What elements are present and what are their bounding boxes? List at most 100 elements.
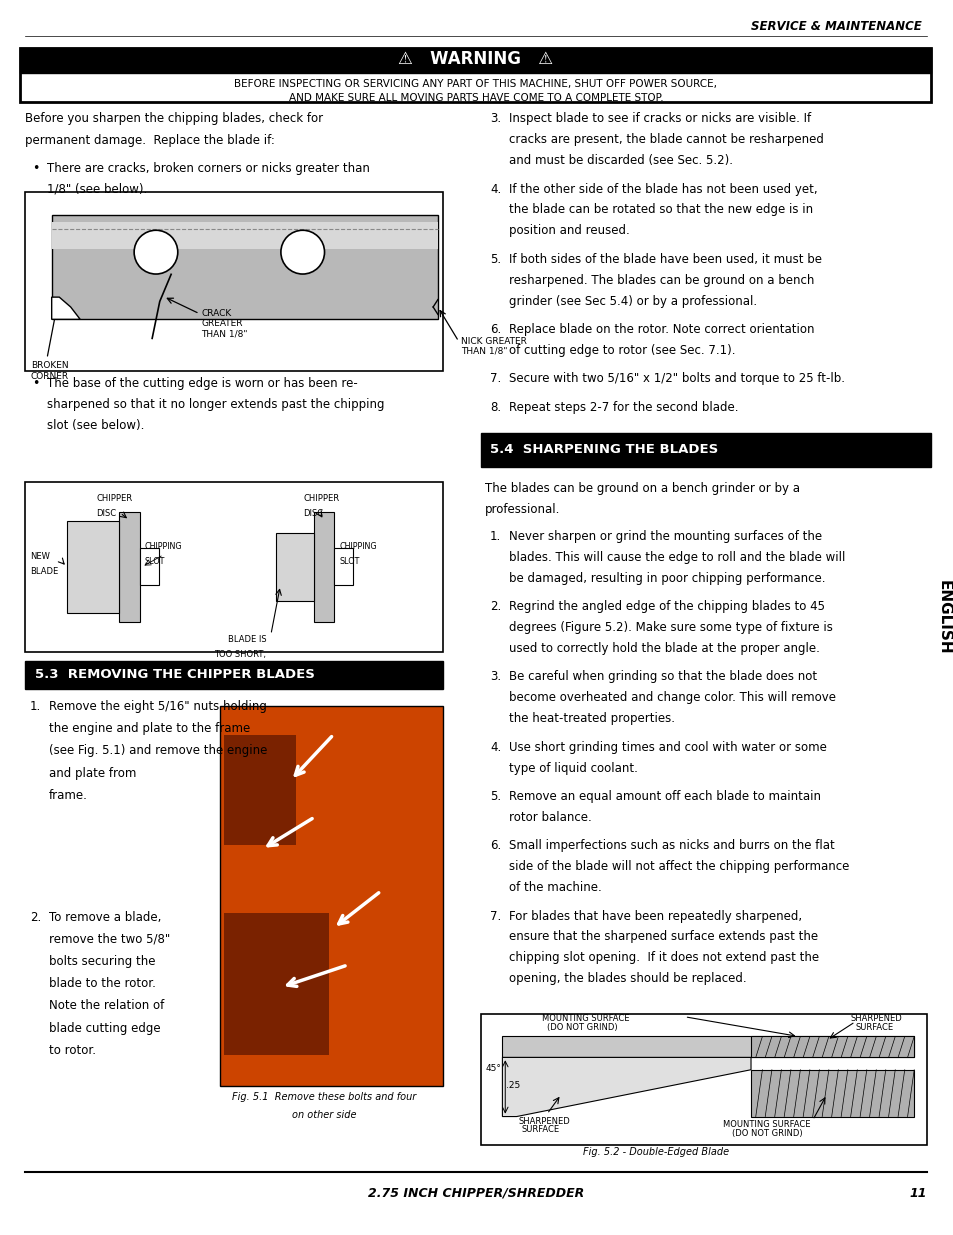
- Text: CHIPPING: CHIPPING: [339, 542, 376, 551]
- Text: BROKEN
CORNER: BROKEN CORNER: [30, 361, 69, 380]
- Text: Secure with two 5/16" x 1/2" bolts and torque to 25 ft-lb.: Secure with two 5/16" x 1/2" bolts and t…: [509, 372, 844, 385]
- Text: 5.3  REMOVING THE CHIPPER BLADES: 5.3 REMOVING THE CHIPPER BLADES: [34, 668, 314, 682]
- Bar: [224, 735, 295, 846]
- Text: TOO SHORT,: TOO SHORT,: [213, 650, 266, 658]
- Bar: [480, 1014, 925, 1145]
- Text: 3.: 3.: [490, 671, 500, 683]
- Bar: [67, 521, 119, 614]
- Text: bolts securing the: bolts securing the: [49, 955, 155, 968]
- Text: •: •: [31, 377, 39, 390]
- Text: Small imperfections such as nicks and burrs on the flat: Small imperfections such as nicks and bu…: [509, 840, 834, 852]
- Bar: [335, 548, 353, 585]
- Bar: [51, 215, 437, 320]
- Text: AND MAKE SURE ALL MOVING PARTS HAVE COME TO A COMPLETE STOP.: AND MAKE SURE ALL MOVING PARTS HAVE COME…: [288, 93, 662, 103]
- Text: CRACK
GREATER
THAN 1/8": CRACK GREATER THAN 1/8": [201, 309, 248, 338]
- Text: 45°: 45°: [485, 1065, 500, 1073]
- Text: DISC: DISC: [96, 509, 116, 517]
- Text: •: •: [31, 162, 39, 174]
- Text: slot (see below).: slot (see below).: [47, 419, 144, 432]
- Text: 2.: 2.: [30, 910, 41, 924]
- Text: BLADE IS: BLADE IS: [227, 635, 266, 643]
- Text: .25: .25: [506, 1082, 520, 1091]
- Polygon shape: [750, 1070, 913, 1116]
- Bar: [25, 661, 442, 689]
- Text: Before you sharpen the chipping blades, check for: Before you sharpen the chipping blades, …: [25, 112, 323, 125]
- Text: SHARPENED: SHARPENED: [518, 1116, 570, 1125]
- Bar: [750, 1036, 913, 1057]
- Text: and plate from: and plate from: [49, 767, 136, 779]
- Text: resharpened. The blades can be ground on a bench: resharpened. The blades can be ground on…: [509, 274, 814, 287]
- Text: SHARPENED: SHARPENED: [850, 1014, 902, 1024]
- Text: of the machine.: of the machine.: [509, 882, 601, 894]
- Text: chipping slot opening.  If it does not extend past the: chipping slot opening. If it does not ex…: [509, 951, 819, 965]
- Text: blade cutting edge: blade cutting edge: [49, 1021, 160, 1035]
- Bar: [51, 222, 437, 249]
- Text: frame.: frame.: [49, 789, 88, 802]
- Text: Inspect blade to see if cracks or nicks are visible. If: Inspect blade to see if cracks or nicks …: [509, 112, 810, 125]
- Text: (see Fig. 5.1) and remove the engine: (see Fig. 5.1) and remove the engine: [49, 745, 267, 757]
- Circle shape: [134, 230, 177, 274]
- Text: CHIPPER: CHIPPER: [96, 494, 132, 504]
- Polygon shape: [51, 298, 80, 320]
- Text: ENGLISH: ENGLISH: [935, 580, 950, 655]
- Text: on other side: on other side: [292, 1110, 355, 1120]
- Text: 5.: 5.: [490, 790, 500, 803]
- Text: Fig. 5.2 - Double-Edged Blade: Fig. 5.2 - Double-Edged Blade: [582, 1147, 728, 1157]
- Text: MOUNTING SURFACE: MOUNTING SURFACE: [541, 1014, 629, 1024]
- Text: Repeat steps 2-7 for the second blade.: Repeat steps 2-7 for the second blade.: [509, 400, 738, 414]
- Bar: [224, 913, 329, 1055]
- Text: If both sides of the blade have been used, it must be: If both sides of the blade have been use…: [509, 253, 821, 266]
- Text: the blade can be rotated so that the new edge is in: the blade can be rotated so that the new…: [509, 204, 812, 216]
- Text: side of the blade will not affect the chipping performance: side of the blade will not affect the ch…: [509, 861, 848, 873]
- Text: NEW: NEW: [30, 552, 50, 561]
- Text: (DO NOT GRIND): (DO NOT GRIND): [731, 1129, 801, 1137]
- Text: 7.: 7.: [490, 372, 500, 385]
- Text: 8.: 8.: [490, 400, 500, 414]
- Text: NICK GREATER
THAN 1/8": NICK GREATER THAN 1/8": [460, 337, 526, 356]
- Text: 4.: 4.: [490, 183, 500, 195]
- Text: SLOT: SLOT: [339, 557, 359, 566]
- Text: The blades can be ground on a bench grinder or by a: The blades can be ground on a bench grin…: [485, 482, 800, 495]
- Text: of cutting edge to rotor (see Sec. 7.1).: of cutting edge to rotor (see Sec. 7.1).: [509, 343, 735, 357]
- Text: REPLACED: REPLACED: [221, 679, 266, 688]
- Text: (DO NOT GRIND): (DO NOT GRIND): [546, 1023, 617, 1032]
- Text: Use short grinding times and cool with water or some: Use short grinding times and cool with w…: [509, 741, 826, 753]
- Text: remove the two 5/8": remove the two 5/8": [49, 932, 170, 946]
- Text: 5.4  SHARPENING THE BLADES: 5.4 SHARPENING THE BLADES: [490, 443, 718, 457]
- Text: 2.75 INCH CHIPPER/SHREDDER: 2.75 INCH CHIPPER/SHREDDER: [367, 1187, 583, 1199]
- Text: CHIPPER: CHIPPER: [303, 494, 339, 504]
- Text: sharpened so that it no longer extends past the chipping: sharpened so that it no longer extends p…: [47, 398, 384, 411]
- Text: the heat-treated properties.: the heat-treated properties.: [509, 713, 675, 725]
- Text: DISC: DISC: [303, 509, 323, 517]
- Text: and must be discarded (see Sec. 5.2).: and must be discarded (see Sec. 5.2).: [509, 154, 732, 167]
- Text: SLOT: SLOT: [145, 557, 165, 566]
- Text: Replace blade on the rotor. Note correct orientation: Replace blade on the rotor. Note correct…: [509, 324, 814, 336]
- Text: 11: 11: [908, 1187, 925, 1199]
- Text: be damaged, resulting in poor chipping performance.: be damaged, resulting in poor chipping p…: [509, 572, 824, 585]
- Text: used to correctly hold the blade at the proper angle.: used to correctly hold the blade at the …: [509, 642, 819, 655]
- Text: type of liquid coolant.: type of liquid coolant.: [509, 762, 638, 774]
- Text: Be careful when grinding so that the blade does not: Be careful when grinding so that the bla…: [509, 671, 817, 683]
- Text: There are cracks, broken corners or nicks greater than: There are cracks, broken corners or nick…: [47, 162, 370, 174]
- Text: the engine and plate to the frame: the engine and plate to the frame: [49, 722, 250, 735]
- Text: rotor balance.: rotor balance.: [509, 811, 591, 824]
- Text: 3.: 3.: [490, 112, 500, 125]
- Text: 6.: 6.: [490, 324, 500, 336]
- Text: Remove an equal amount off each blade to maintain: Remove an equal amount off each blade to…: [509, 790, 821, 803]
- Text: MOUNTING SURFACE: MOUNTING SURFACE: [721, 1120, 809, 1129]
- Text: If the other side of the blade has not been used yet,: If the other side of the blade has not b…: [509, 183, 817, 195]
- Bar: [314, 511, 335, 622]
- Text: For blades that have been repeatedly sharpened,: For blades that have been repeatedly sha…: [509, 909, 801, 923]
- Text: Note the relation of: Note the relation of: [49, 999, 164, 1013]
- Text: Never sharpen or grind the mounting surfaces of the: Never sharpen or grind the mounting surf…: [509, 530, 821, 543]
- Text: cracks are present, the blade cannot be resharpened: cracks are present, the blade cannot be …: [509, 133, 823, 146]
- Text: 1/8" (see below).: 1/8" (see below).: [47, 183, 147, 195]
- Text: 5.: 5.: [490, 253, 500, 266]
- Text: Fig. 5.1  Remove these bolts and four: Fig. 5.1 Remove these bolts and four: [232, 1092, 416, 1102]
- Text: 6.: 6.: [490, 840, 500, 852]
- Text: degrees (Figure 5.2). Make sure some type of fixture is: degrees (Figure 5.2). Make sure some typ…: [509, 621, 832, 635]
- Bar: [480, 432, 930, 467]
- Text: Remove the eight 5/16" nuts holding: Remove the eight 5/16" nuts holding: [49, 700, 267, 713]
- Text: MUST BE: MUST BE: [229, 664, 266, 673]
- Text: blades. This will cause the edge to roll and the blade will: blades. This will cause the edge to roll…: [509, 551, 844, 564]
